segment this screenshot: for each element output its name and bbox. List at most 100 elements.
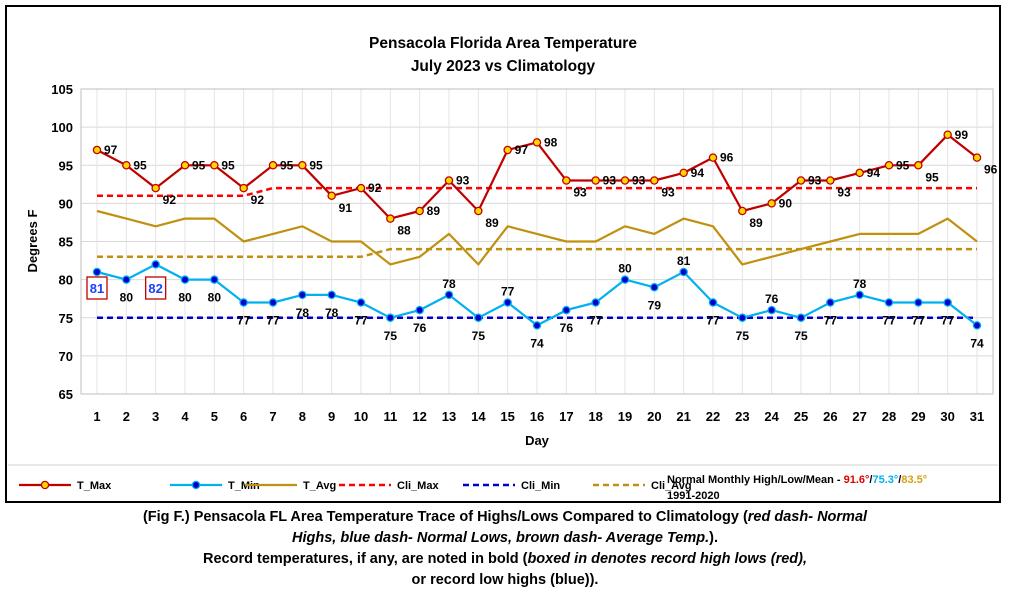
label-t-min-7: 77 — [266, 314, 280, 328]
label-t-min-18: 77 — [589, 314, 603, 328]
normals-note-mean: 83.5° — [901, 474, 927, 486]
label-t-max-7: 95 — [280, 158, 294, 172]
point-t-max-6 — [239, 183, 248, 193]
label-t-max-27: 94 — [867, 166, 881, 180]
point-t-max-12 — [415, 206, 424, 216]
label-t-min-8: 78 — [296, 306, 310, 320]
point-t-min-24 — [767, 305, 776, 315]
point-t-max-23 — [738, 206, 747, 216]
x-tick-label-29: 30 — [940, 409, 954, 424]
point-t-max-11 — [386, 214, 395, 223]
x-tick-label-26: 27 — [852, 409, 866, 424]
x-tick-label-18: 19 — [618, 409, 632, 424]
x-tick-label-25: 26 — [823, 409, 837, 424]
point-t-min-12 — [415, 305, 424, 315]
label-t-min-10: 77 — [354, 314, 368, 328]
label-t-max-28: 95 — [896, 158, 910, 172]
label-t-max-30: 99 — [955, 128, 969, 142]
x-tick-label-21: 22 — [706, 409, 720, 424]
legend-label-t-min: T_Min — [228, 480, 260, 492]
legend-label-t-max: T_Max — [77, 480, 112, 492]
legend-marker-t-min — [191, 480, 201, 490]
point-t-max-3 — [151, 183, 160, 193]
chart-frame: Pensacola Florida Area Temperature July … — [5, 5, 1001, 503]
x-tick-label-13: 14 — [471, 409, 486, 424]
point-t-min-28 — [884, 298, 894, 307]
caption-line-3: Record temperatures, if any, are noted i… — [0, 549, 1010, 570]
point-t-min-2 — [122, 275, 131, 284]
label-t-min-4: 80 — [178, 291, 192, 305]
legend-label-cli-max: Cli_Max — [397, 480, 439, 492]
y-tick-label-1: 70 — [59, 349, 73, 364]
label-t-min-13: 78 — [442, 277, 456, 291]
point-t-max-8 — [298, 160, 307, 170]
normals-note-low: 75.3° — [872, 474, 898, 486]
caption-line-1: (Fig F.) Pensacola FL Area Temperature T… — [0, 507, 1010, 528]
label-t-max-15: 97 — [515, 143, 529, 157]
legend-label-t-avg: T_Avg — [303, 480, 336, 492]
point-t-min-15 — [503, 298, 512, 307]
label-t-max-18: 93 — [603, 174, 617, 188]
label-t-min-27: 78 — [853, 277, 867, 291]
label-t-min-29: 77 — [912, 314, 926, 328]
point-t-min-9 — [327, 290, 336, 300]
y-tick-label-3: 80 — [59, 273, 73, 288]
point-t-min-23 — [738, 313, 747, 322]
point-t-min-31 — [972, 321, 982, 330]
label-t-max-9: 91 — [339, 201, 353, 215]
point-t-min-8 — [298, 290, 307, 300]
legend-marker-t-max — [40, 480, 50, 490]
point-t-max-13 — [444, 176, 454, 185]
point-t-max-26 — [826, 176, 835, 185]
point-t-min-14 — [474, 313, 483, 322]
legend-label-cli-min: Cli_Min — [521, 480, 560, 492]
point-t-max-4 — [180, 160, 190, 170]
y-tick-label-2: 75 — [59, 311, 73, 326]
label-t-min-2: 80 — [120, 291, 134, 305]
x-tick-label-7: 8 — [299, 409, 306, 424]
y-tick-label-8: 105 — [51, 82, 73, 97]
label-t-min-19: 80 — [618, 262, 632, 276]
point-t-max-9 — [327, 191, 336, 200]
label-t-max-3: 92 — [163, 193, 177, 207]
chart-title-line-2: July 2023 vs Climatology — [411, 58, 596, 75]
normals-note-high: 91.6° — [844, 474, 870, 486]
label-t-max-13: 93 — [456, 174, 470, 188]
x-tick-label-15: 16 — [530, 409, 544, 424]
label-t-max-4: 95 — [192, 158, 206, 172]
point-t-max-21 — [679, 168, 688, 178]
caption-line-3-a: Record temperatures, if any, are noted i… — [203, 551, 528, 567]
point-t-max-2 — [122, 160, 131, 170]
point-t-min-11 — [386, 313, 395, 322]
label-t-min-15: 77 — [501, 285, 515, 299]
x-tick-label-8: 9 — [328, 409, 335, 424]
series-line-t-avg — [96, 209, 978, 266]
x-tick-label-2: 3 — [152, 409, 159, 424]
x-tick-label-27: 28 — [882, 409, 896, 424]
label-t-max-11: 88 — [397, 224, 411, 238]
label-t-min-5: 80 — [208, 291, 222, 305]
x-tick-label-19: 20 — [647, 409, 661, 424]
point-t-max-27 — [855, 168, 864, 178]
x-tick-label-4: 5 — [211, 409, 218, 424]
point-t-min-13 — [444, 290, 454, 300]
record-box-3 — [145, 276, 167, 300]
caption-line-1-a: (Fig F.) Pensacola FL Area Temperature T… — [142, 509, 748, 525]
point-t-min-21 — [679, 267, 688, 277]
caption-line-1-b: red dash- Normal — [747, 509, 868, 525]
point-t-min-16 — [532, 321, 542, 330]
y-tick-label-6: 95 — [59, 158, 73, 173]
x-tick-label-1: 2 — [123, 409, 130, 424]
x-tick-label-6: 7 — [269, 409, 276, 424]
normals-note-prefix: Normal Monthly High/Low/Mean - — [667, 474, 844, 486]
point-t-max-29 — [914, 160, 923, 170]
label-t-min-25: 75 — [794, 329, 808, 343]
label-t-max-2: 95 — [133, 158, 147, 172]
x-tick-label-14: 15 — [500, 409, 514, 424]
point-t-max-28 — [884, 160, 894, 170]
label-t-min-24: 76 — [765, 292, 779, 306]
label-t-max-21: 94 — [691, 166, 705, 180]
point-t-min-18 — [591, 298, 600, 307]
temperature-chart: Pensacola Florida Area Temperature July … — [8, 35, 998, 502]
x-tick-label-24: 25 — [794, 409, 808, 424]
